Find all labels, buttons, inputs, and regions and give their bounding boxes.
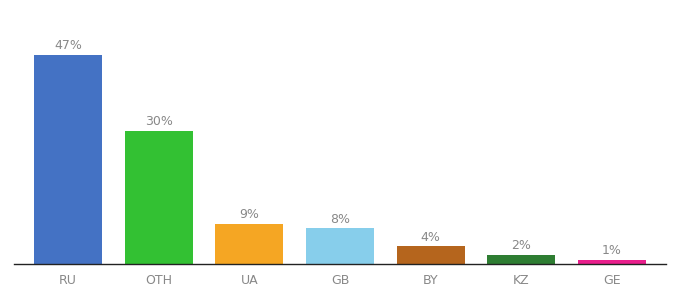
- Bar: [488, 255, 556, 264]
- Bar: [306, 228, 374, 264]
- Text: 1%: 1%: [602, 244, 622, 257]
- Bar: [124, 131, 192, 264]
- Text: 8%: 8%: [330, 213, 350, 226]
- Bar: [396, 246, 464, 264]
- Text: 9%: 9%: [239, 208, 259, 221]
- Text: 4%: 4%: [421, 231, 441, 244]
- Bar: [34, 55, 102, 264]
- Bar: [578, 260, 646, 264]
- Text: 47%: 47%: [54, 39, 82, 52]
- Text: 30%: 30%: [145, 115, 173, 128]
- Bar: [216, 224, 284, 264]
- Text: 2%: 2%: [511, 239, 531, 252]
